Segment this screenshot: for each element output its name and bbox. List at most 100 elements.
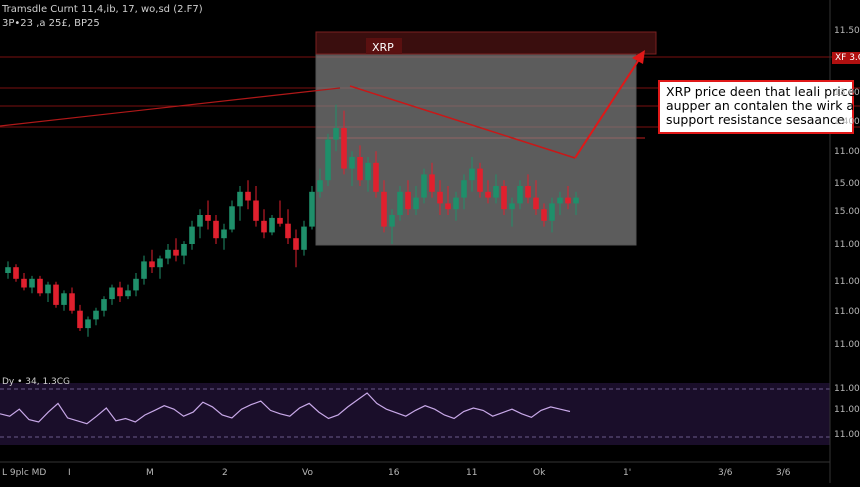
callout-arrow [574, 57, 641, 159]
candle-body [149, 261, 155, 268]
candle-body [389, 215, 395, 227]
candle-body [237, 191, 243, 207]
candle-body [173, 249, 179, 256]
candle-body [109, 287, 115, 300]
x-axis-label: I [68, 468, 71, 478]
candle-body [85, 319, 91, 329]
y-axis-label: 11.500 [834, 26, 860, 36]
candle-body [93, 310, 99, 320]
y-axis-label: 13.000 [834, 88, 860, 98]
candle-body [245, 191, 251, 201]
y-axis-label: 11.000 [834, 147, 860, 157]
candle-body [453, 197, 459, 210]
oscillator-line [0, 392, 571, 425]
annotation-line-1: XRP price deen that leali price [666, 84, 856, 99]
candle-body [373, 162, 379, 192]
candle-body [101, 299, 107, 311]
chart-header-line1: Tramsdle Curnt 11,4,ib, 17, wo,sd (2.F7) [2, 4, 203, 15]
candle-body [477, 168, 483, 192]
candle-body [69, 293, 75, 311]
y-axis-label: 11.000 [834, 277, 860, 287]
candle-body [469, 168, 475, 181]
candle-body [525, 186, 531, 198]
highlight-zone[interactable] [315, 54, 637, 246]
chart-header-line2: 3P•23 ,a 25£, BP25 [2, 18, 100, 29]
candle-body [565, 197, 571, 204]
candle-body [229, 206, 235, 230]
candle-body [301, 226, 307, 250]
x-axis-label: 16 [388, 468, 400, 478]
oscillator-pane[interactable] [0, 383, 830, 445]
y-axis-label: 11.000 [834, 430, 860, 440]
candle-body [77, 310, 83, 329]
candle-body [309, 191, 315, 227]
annotation-line-3: support resistance sesaance [666, 112, 845, 127]
trend-line-descending [349, 85, 576, 159]
candle-body [405, 191, 411, 210]
candle-body [493, 186, 499, 198]
candlestick-series [5, 104, 579, 337]
candle-body [461, 180, 467, 198]
candle-body [509, 203, 515, 210]
x-axis-label: M [146, 468, 154, 478]
candle-body [437, 191, 443, 204]
candle-body [413, 197, 419, 210]
candle-body [429, 174, 435, 192]
candle-body [277, 217, 283, 224]
y-axis-label: 15.000 [834, 179, 860, 189]
candle-body [349, 157, 355, 169]
candle-body [261, 220, 267, 233]
candle-body [133, 278, 139, 291]
candle-body [365, 162, 371, 181]
candle-body [557, 197, 563, 204]
candle-body [5, 267, 11, 273]
annotation-callout[interactable]: XRP price deen that leali price aupper a… [658, 80, 856, 134]
candle-body [181, 244, 187, 256]
annotation-line-2: aupper an contalen the wirk a [666, 98, 855, 113]
x-axis-label: Vo [302, 468, 313, 478]
candle-body [293, 238, 299, 250]
x-axis-label: 11 [466, 468, 478, 478]
x-axis-label: Ok [533, 468, 546, 478]
candle-body [517, 186, 523, 204]
x-axis-label: 3/6 [718, 468, 733, 478]
candle-body [37, 278, 43, 294]
candle-body [29, 278, 35, 288]
candle-body [317, 180, 323, 192]
candle-body [45, 284, 51, 294]
candle-body [221, 229, 227, 239]
arrowhead-icon [632, 50, 645, 64]
candle-body [381, 191, 387, 227]
candle-body [325, 139, 331, 181]
candle-body [157, 258, 163, 268]
y-axis-label: 11.000 [834, 340, 860, 350]
candle-body [269, 217, 275, 233]
candle-body [253, 200, 259, 221]
candle-body [573, 197, 579, 204]
candle-body [357, 157, 363, 181]
symbol-tag-bg [366, 38, 402, 54]
oscillator-label: Dy • 34, 1.3CG [2, 377, 71, 387]
y-axis-label: 11.000 [834, 405, 860, 415]
candle-body [21, 278, 27, 288]
symbol-tag: XRP [372, 41, 394, 54]
candle-body [141, 261, 147, 279]
candle-body [445, 203, 451, 210]
trend-line-left [0, 87, 341, 127]
candle-body [501, 186, 507, 210]
y-axis-label: 15.000 [834, 207, 860, 217]
y-axis-label: 1.4000 [834, 117, 860, 127]
candle-body [61, 293, 67, 305]
candle-body [421, 174, 427, 198]
candle-body [549, 203, 555, 221]
candle-body [165, 249, 171, 259]
candle-body [53, 284, 59, 305]
candle-body [117, 287, 123, 297]
y-axis-label: 11.000 [834, 307, 860, 317]
candle-body [541, 209, 547, 221]
x-axis-label: 1' [623, 468, 632, 478]
candle-body [341, 128, 347, 169]
candle-body [125, 290, 131, 297]
